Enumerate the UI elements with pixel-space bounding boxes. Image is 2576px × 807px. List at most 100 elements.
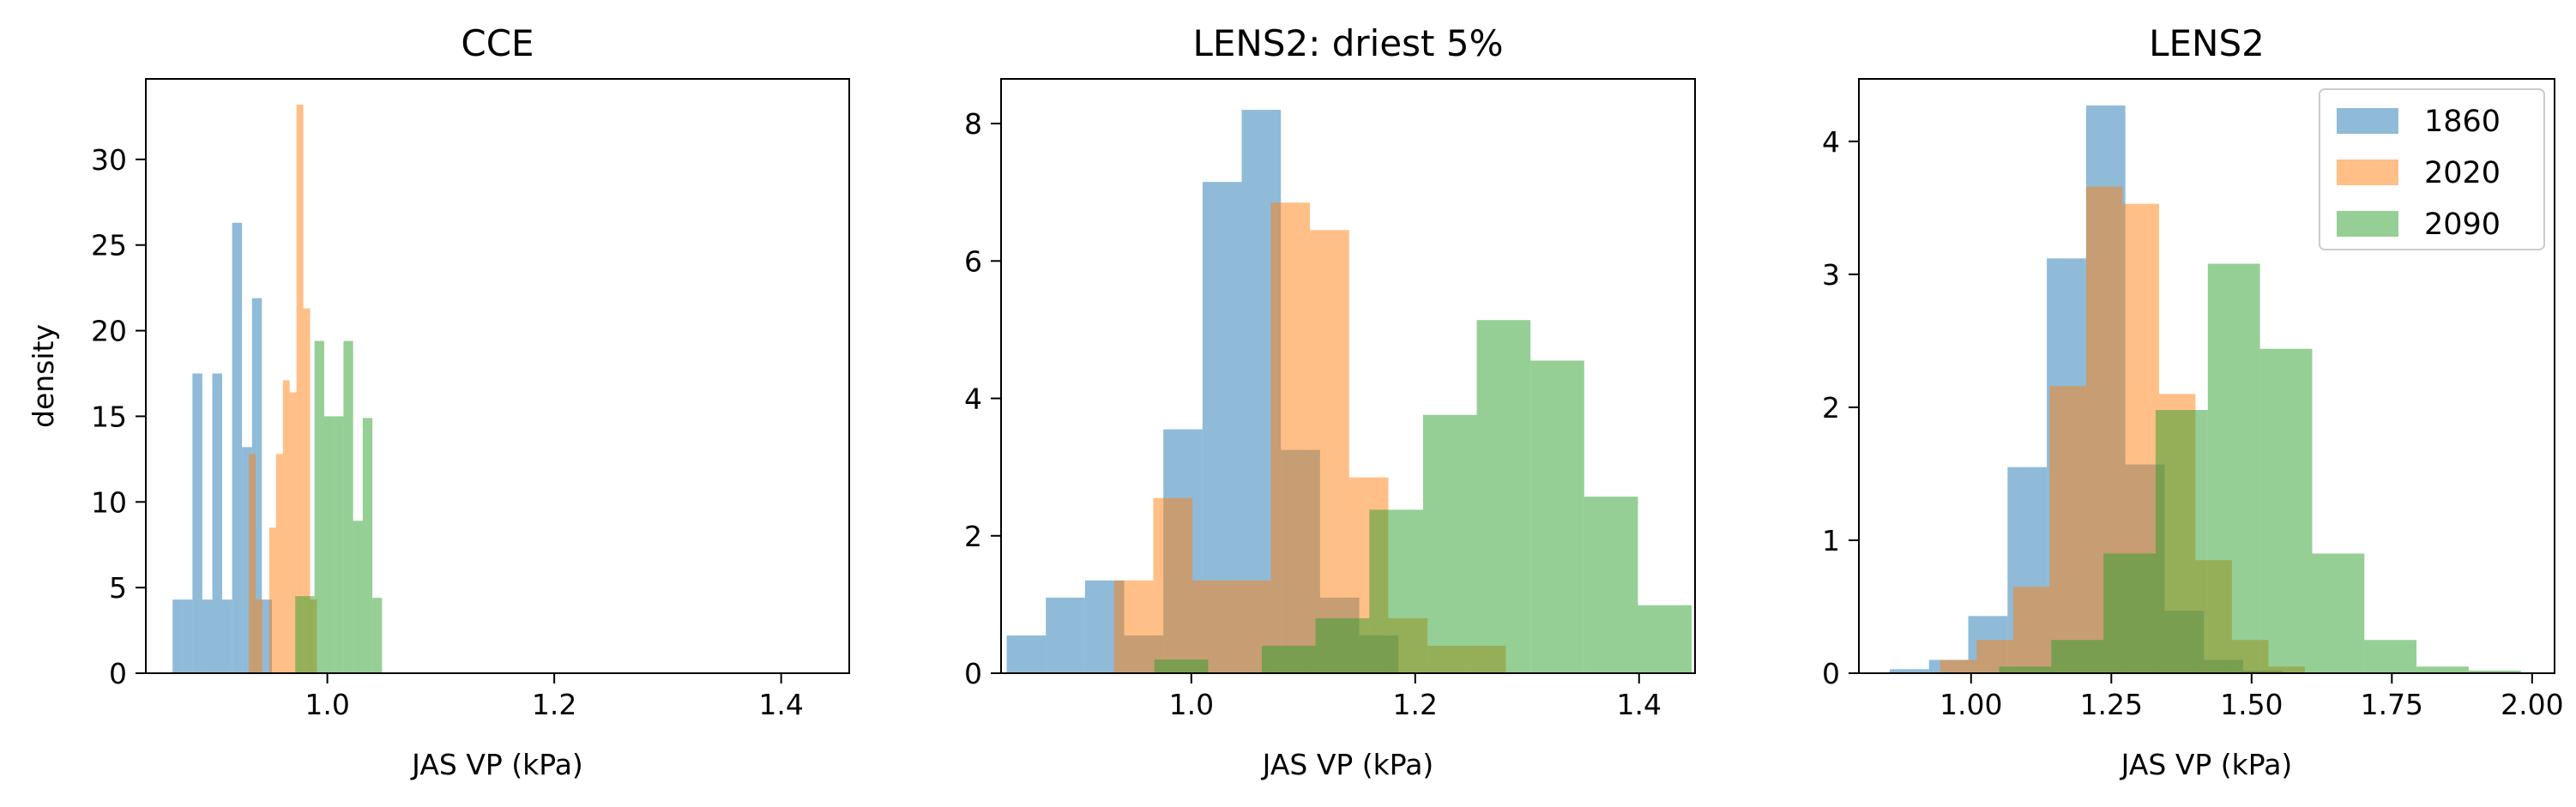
y-tick-label: 0 [964,657,982,690]
bar-2020-8 [303,308,311,673]
bar-2020-7 [296,104,304,673]
bar-2090-6 [2312,553,2365,673]
y-tick-label: 25 [91,229,127,262]
y-tick-label: 20 [91,315,127,348]
bars [172,104,383,673]
bars [1889,105,2521,673]
bar-2090-5 [2259,348,2313,673]
y-tick-label: 3 [1822,258,1840,292]
panel-lens2-driest: 1.0 1.2 1.4 0 2 4 6 8 LENS2: driest 5% JAS VP (kP… [964,22,1696,781]
bar-2090-7 [2364,640,2417,673]
x-tick-label: 1.75 [2361,688,2423,721]
x-tick-label: 1.2 [1393,688,1438,721]
bars [1006,110,1692,673]
legend-swatch-1860 [2337,108,2398,134]
bar-2020-4 [275,454,283,673]
y-tick-label: 10 [91,485,127,519]
bar-2020-3 [268,527,276,673]
bar-2020-0 [1113,580,1154,673]
y-tick-label: 30 [91,143,127,177]
axes-frame [145,78,850,674]
bar-2090-4 [323,416,335,673]
bar-2090-2 [2103,553,2156,673]
bar-2020-4 [1270,202,1311,673]
x-tick-label: 1.25 [2080,688,2143,721]
bar-2090-8 [1584,497,1638,673]
bar-2090-1 [295,596,305,673]
x-tick-label: 1.00 [1940,688,2002,721]
x-tick-label: 1.0 [1169,688,1214,721]
panel-title: LENS2 [2149,22,2265,64]
bar-2090-3 [2155,410,2208,673]
x-tick-label: 1.4 [758,688,803,721]
axes-frame [1000,78,1696,674]
y-tick-label: 2 [964,520,982,553]
x-tick-label: 1.2 [532,688,576,721]
legend-swatch-2090 [2337,211,2398,237]
bar-2020-0 [249,454,256,673]
bar-2020-2 [1192,580,1232,673]
bar-2090-8 [362,418,373,673]
bar-2090-9 [372,598,383,673]
legend-swatch-2020 [2337,160,2398,185]
bar-2090-0 [1999,666,2052,673]
bar-1860-4 [212,373,223,673]
bar-1860-1 [182,599,193,673]
axes-frame [1858,78,2555,674]
bar-2090-4 [2207,263,2260,673]
panel-title: LENS2: driest 5% [1192,22,1503,64]
bar-2090-8 [2416,666,2469,673]
bar-2090-3 [1315,617,1370,673]
bar-2090-7 [353,521,363,673]
bar-2020-6 [289,392,297,673]
legend-label-1860: 1860 [2424,105,2501,139]
bar-1860-3 [202,599,213,673]
bar-2090-6 [343,340,353,673]
y-tick-label: 2 [1822,391,1840,425]
y-tick-label: 5 [109,571,127,605]
bar-2090-1 [2051,640,2104,673]
bar-2090-4 [1369,509,1423,673]
bar-2090-7 [1530,360,1584,673]
bar-1860-0 [172,599,183,673]
y-tick-label: 8 [964,107,982,141]
x-tick-label: 1.0 [305,688,349,721]
bar-2090-3 [314,340,324,673]
panel-lens2: 1.00 1.25 1.50 1.75 2.00 0 1 2 3 4 LENS2 JAS VP (kP… [1822,22,2564,781]
x-axis-label: JAS VP (kPa) [2120,748,2293,781]
bar-1860-8 [251,298,262,673]
bar-2090-6 [1476,320,1531,673]
y-tick-label: 0 [1822,657,1840,690]
x-axis-label: JAS VP (kPa) [1261,748,1434,781]
legend-label-2020: 2020 [2424,156,2501,190]
x-tick-label: 1.4 [1617,688,1662,721]
bar-2020-0 [1940,659,1977,673]
y-tick-label: 1 [1822,524,1840,557]
bar-2090-0 [1154,659,1209,673]
bar-2020-5 [282,380,290,673]
x-axis-label: JAS VP (kPa) [410,748,583,781]
bar-2020-5 [1310,230,1349,673]
bar-1860-6 [232,222,243,673]
bar-2090-2 [1262,645,1316,673]
bar-1860-9 [262,599,272,673]
bar-1860-1 [1046,597,1085,673]
x-tick-label: 2.00 [2501,688,2563,721]
y-tick-label: 15 [91,400,127,433]
bar-1860-2 [192,373,202,673]
x-tick-label: 1.50 [2220,688,2283,721]
bar-2090-2 [305,596,315,673]
bar-2090-9 [2468,670,2521,673]
bar-1860-5 [222,599,232,673]
panel-cce: 1.0 1.2 1.4 0 5 10 15 20 25 30 CCE JAS VP (kPa) dens… [27,22,850,781]
y-axis-label: density [27,324,60,428]
bar-2090-9 [1638,605,1692,673]
panel-title: CCE [461,22,534,64]
bar-2090-5 [334,416,344,673]
bar-2020-2 [2012,587,2050,673]
bar-2020-1 [1153,497,1193,673]
y-tick-label: 4 [964,382,982,416]
bar-1860-0 [1889,669,1929,673]
y-tick-label: 4 [1822,125,1840,159]
